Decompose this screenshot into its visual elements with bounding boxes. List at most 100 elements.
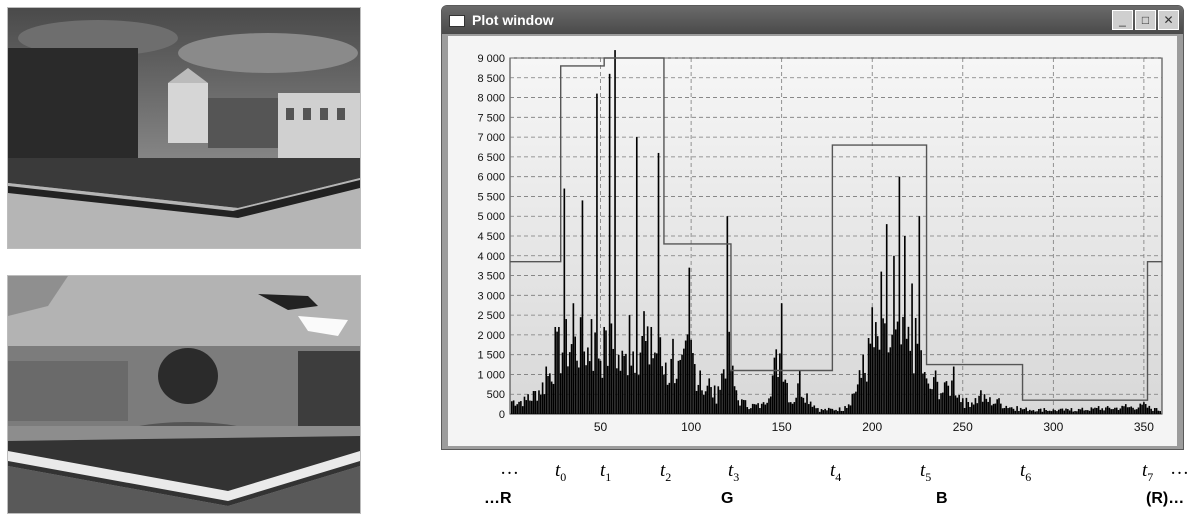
histogram-bar [576,360,578,414]
histogram-bar [612,348,615,414]
histogram-bar [880,271,883,414]
histogram-bar [938,399,941,414]
t-marker-index: 4 [835,469,842,484]
channel-label-b: B [936,490,948,507]
title-bar[interactable]: Plot window _ □ ✕ [442,6,1183,34]
histogram-bar [817,408,819,414]
y-tick-label: 2 000 [477,330,505,342]
histogram-bar [686,334,689,414]
t-marker-5: t5 [920,460,931,485]
histogram-bar [1153,408,1156,414]
histogram-bar [1056,411,1058,414]
histogram-bar [675,378,678,414]
histogram-bar [1059,408,1062,414]
histogram-bar [954,395,957,414]
histogram-bar [838,407,841,414]
histogram-bar [914,317,917,414]
histogram-bar [971,402,973,414]
histogram-bar [1152,410,1154,414]
histogram-bar [780,303,783,414]
histogram-bar [1028,409,1031,414]
histogram-bar [773,357,776,414]
posterized-photo [7,275,361,514]
histogram-bar [672,338,674,414]
histogram-bar [1065,408,1067,414]
histogram-bar [1019,407,1022,414]
histogram-bar [1068,410,1071,414]
histogram-bar [1050,411,1053,414]
histogram-bar [969,406,971,414]
histogram-bar [628,315,631,414]
y-tick-label: 6 500 [477,152,505,164]
histogram-bar [824,408,826,414]
t-marker-index: 1 [605,469,612,484]
histogram-bar [1009,407,1011,414]
histogram-bar [1079,409,1082,414]
histogram-bar [1043,408,1046,414]
y-tick-label: 1 000 [477,369,505,381]
posterized-photo-image [8,276,360,513]
histogram-bar [724,378,727,414]
histogram-bar [1048,410,1051,414]
histogram-bar [543,394,546,414]
histogram-bar [614,50,616,414]
histogram-bar [617,354,620,414]
t-marker-1: t1 [600,460,611,485]
y-tick-label: 4 000 [477,251,505,263]
histogram-bar [547,375,549,414]
histogram-bar [1010,407,1013,414]
t-marker-index: 5 [925,469,932,484]
histogram-bar [1124,404,1127,414]
histogram-bar [670,358,673,414]
histogram-bar [791,403,794,414]
histogram-bar [574,336,577,414]
histogram-bar [728,331,730,414]
histogram-bar [998,398,1000,414]
histogram-bar [983,394,986,414]
t-marker-symbol: t [1142,460,1148,481]
histogram-bar [1105,407,1107,414]
y-tick-label: 1 500 [477,350,505,362]
histogram-bar [681,354,683,414]
histogram-bar [1157,410,1160,414]
histogram-bar [652,358,654,414]
histogram-bar [972,404,975,414]
histogram-bar [936,381,939,414]
close-button[interactable]: ✕ [1158,10,1179,30]
histogram-bar [967,402,970,414]
histogram-bar [902,316,904,414]
histogram-bar [1012,408,1015,414]
histogram-bar [1114,407,1116,414]
histogram-bar [760,403,763,414]
t-marker-3: t3 [728,460,739,485]
histogram-bar [1036,411,1038,414]
histogram-bar [1057,409,1060,414]
histogram-bar [523,396,526,414]
histogram-bar [980,390,982,414]
histogram-bar [693,364,696,414]
histogram-bar [1052,409,1055,414]
t-marker-index: 6 [1025,469,1032,484]
histogram-bar [836,411,839,414]
t-marker-symbol: t [830,460,836,481]
t-marker-symbol: t [555,460,561,481]
histogram-bar [1054,410,1056,414]
histogram-bar [1159,411,1162,414]
histogram-bar [722,369,725,414]
histogram-bar [525,400,528,414]
histogram-bar [1021,409,1024,414]
histogram-bar [894,329,897,414]
histogram-bar [875,322,877,414]
histogram-bar [706,385,709,414]
histogram-bar [907,326,910,414]
histogram-bar [654,352,656,414]
histogram-bar [1103,410,1105,414]
histogram-bar [690,339,692,414]
histogram-bar [541,382,544,414]
histogram-bar [985,398,988,414]
minimize-button[interactable]: _ [1112,10,1133,30]
histogram-bar [567,366,569,414]
histogram-bar [831,408,834,414]
maximize-button[interactable]: □ [1135,10,1156,30]
histogram-bar [779,353,781,414]
